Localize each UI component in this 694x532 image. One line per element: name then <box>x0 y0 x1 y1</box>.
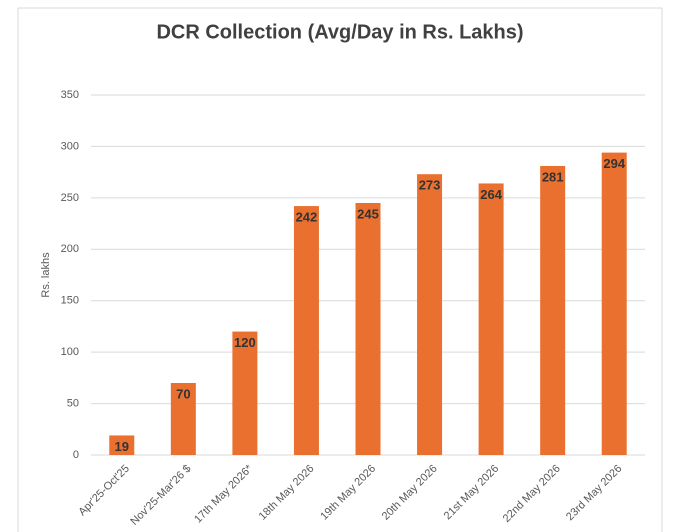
bar <box>540 165 566 455</box>
y-tick-label: 300 <box>61 140 79 152</box>
data-label: 294 <box>603 156 625 171</box>
y-axis-label: Rs. lakhs <box>40 252 52 298</box>
bar <box>417 174 443 455</box>
data-label: 70 <box>176 386 190 401</box>
bar <box>601 152 627 455</box>
bar <box>232 331 258 455</box>
data-label: 242 <box>296 210 318 225</box>
chart-title: DCR Collection (Avg/Day in Rs. Lakhs) <box>156 21 523 43</box>
y-tick-label: 50 <box>67 397 79 409</box>
bar <box>109 435 135 455</box>
data-label: 19 <box>115 439 129 454</box>
bar <box>293 206 319 455</box>
data-label: 281 <box>542 169 564 184</box>
y-tick-label: 200 <box>61 243 79 255</box>
data-label: 264 <box>480 187 502 202</box>
data-label: 245 <box>357 206 379 221</box>
y-tick-label: 100 <box>61 346 79 358</box>
bar <box>355 203 381 455</box>
y-tick-label: 0 <box>73 449 79 461</box>
y-tick-label: 250 <box>61 192 79 204</box>
y-tick-label: 150 <box>61 295 79 307</box>
data-label: 120 <box>234 335 256 350</box>
y-tick-label: 350 <box>61 89 79 101</box>
bar <box>170 383 196 455</box>
data-label: 273 <box>419 178 441 193</box>
bar <box>478 183 504 455</box>
